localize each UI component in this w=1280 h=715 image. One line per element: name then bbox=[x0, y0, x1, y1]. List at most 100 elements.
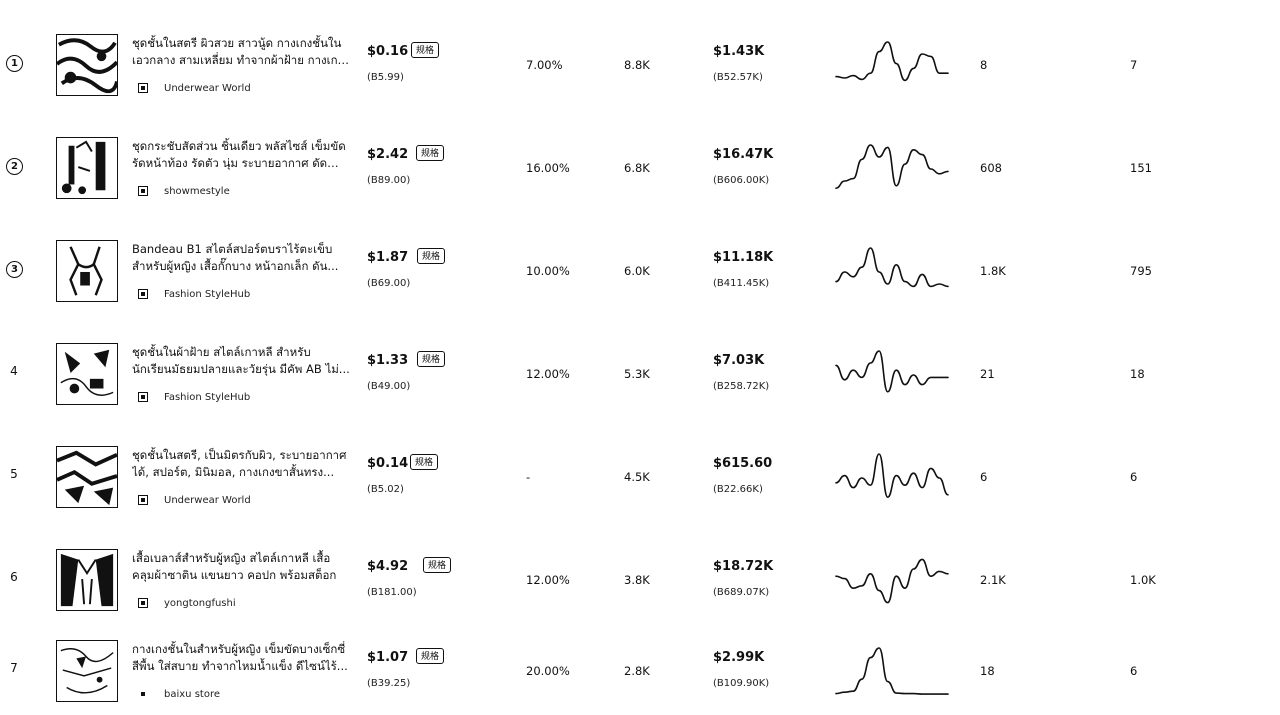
table-row[interactable]: 6 เสื้อเบลาส์สำหรับผู้หญิง สไตล์เกาหลี เ… bbox=[0, 521, 1280, 624]
spec-badge[interactable]: 规格 bbox=[417, 248, 446, 264]
table-row[interactable]: 2 ชุดกระชับสัดส่วน ชิ้นเดียว พลัสไซส์ เข… bbox=[0, 109, 1280, 212]
table-row[interactable]: 7 กางเกงชั้นในสำหรับผู้หญิง เข็มขัดบางเซ… bbox=[0, 612, 1280, 715]
product-title[interactable]: ชุดกระชับสัดส่วน ชิ้นเดียว พลัสไซส์ เข็ม… bbox=[132, 139, 346, 170]
spec-badge[interactable]: 规格 bbox=[416, 648, 445, 664]
shop-name: Fashion StyleHub bbox=[164, 391, 251, 403]
shop-name: baixu store bbox=[164, 688, 220, 700]
shop-info[interactable]: Underwear World bbox=[138, 492, 251, 508]
shop-icon bbox=[138, 689, 148, 699]
metric-b: 7 bbox=[1130, 58, 1138, 72]
product-price-local: (B69.00) bbox=[367, 278, 411, 289]
product-price: $4.92 bbox=[367, 559, 409, 574]
rank-medal-icon: 1 bbox=[6, 55, 23, 72]
revenue: $16.47K bbox=[713, 147, 774, 162]
shop-info[interactable]: yongtongfushi bbox=[138, 595, 236, 611]
product-price: $2.42 bbox=[367, 147, 409, 162]
commission-rate: 12.00% bbox=[526, 367, 570, 381]
sales-count: 6.0K bbox=[624, 264, 650, 278]
revenue: $18.72K bbox=[713, 559, 774, 574]
metric-b: 6 bbox=[1130, 664, 1138, 678]
shop-info[interactable]: Fashion StyleHub bbox=[138, 389, 250, 405]
spec-badge[interactable]: 规格 bbox=[411, 42, 440, 58]
shop-info[interactable]: showmestyle bbox=[138, 183, 230, 199]
revenue-local: (B606.00K) bbox=[713, 175, 770, 186]
product-price-local: (B181.00) bbox=[367, 587, 417, 598]
metric-a: 21 bbox=[980, 367, 995, 381]
metric-a: 8 bbox=[980, 58, 988, 72]
shop-name: yongtongfushi bbox=[164, 597, 236, 609]
sales-trend-sparkline bbox=[835, 137, 949, 199]
spec-badge[interactable]: 规格 bbox=[423, 557, 452, 573]
product-price: $1.33 bbox=[367, 353, 409, 368]
product-thumbnail[interactable] bbox=[56, 137, 118, 199]
commission-rate: 7.00% bbox=[526, 58, 563, 72]
product-title[interactable]: ชุดชั้นในผ้าฝ้าย สไตล์เกาหลี สำหรับ นักเ… bbox=[132, 345, 350, 376]
revenue-local: (B411.45K) bbox=[713, 278, 770, 289]
revenue: $615.60 bbox=[713, 456, 773, 471]
product-price: $0.14 bbox=[367, 456, 409, 471]
revenue: $7.03K bbox=[713, 353, 765, 368]
product-thumbnail[interactable] bbox=[56, 640, 118, 702]
table-row[interactable]: 5 ชุดชั้นในสตรี, เป็นมิตรกับผิว, ระบายอา… bbox=[0, 418, 1280, 521]
trend-line bbox=[835, 453, 949, 498]
sales-count: 3.8K bbox=[624, 573, 650, 587]
shop-info[interactable]: Fashion StyleHub bbox=[138, 286, 250, 302]
product-title[interactable]: กางเกงชั้นในสำหรับผู้หญิง เข็มขัดบางเซ็ก… bbox=[132, 642, 348, 673]
rank-medal-icon: 2 bbox=[6, 158, 23, 175]
product-title[interactable]: เสื้อเบลาส์สำหรับผู้หญิง สไตล์เกาหลี เสื… bbox=[132, 551, 337, 582]
sales-trend-sparkline bbox=[835, 640, 949, 702]
product-title[interactable]: ชุดชั้นในสตรี ผิวสวย สาวนู้ด กางเกงชั้นใ… bbox=[132, 36, 344, 67]
product-price-local: (B5.02) bbox=[367, 484, 404, 495]
product-price-local: (B39.25) bbox=[367, 678, 411, 689]
spec-badge[interactable]: 规格 bbox=[417, 351, 446, 367]
revenue: $2.99K bbox=[713, 650, 765, 665]
sales-count: 5.3K bbox=[624, 367, 650, 381]
rank-number: 4 bbox=[10, 364, 18, 378]
shop-icon bbox=[138, 495, 148, 505]
product-thumbnail[interactable] bbox=[56, 34, 118, 96]
product-price-local: (B5.99) bbox=[367, 72, 404, 83]
product-price-local: (B49.00) bbox=[367, 381, 411, 392]
commission-rate: 20.00% bbox=[526, 664, 570, 678]
shop-info[interactable]: baixu store bbox=[138, 686, 220, 702]
sales-count: 6.8K bbox=[624, 161, 650, 175]
trend-line bbox=[835, 144, 949, 189]
sales-count: 8.8K bbox=[624, 58, 650, 72]
shop-name: Underwear World bbox=[164, 494, 251, 506]
metric-b: 795 bbox=[1130, 264, 1152, 278]
table-row[interactable]: 4 ชุดชั้นในผ้าฝ้าย สไตล์เกาหลี สำหรับ นั… bbox=[0, 315, 1280, 418]
spec-badge[interactable]: 规格 bbox=[410, 454, 439, 470]
shop-info[interactable]: Underwear World bbox=[138, 80, 251, 96]
shop-name: Fashion StyleHub bbox=[164, 288, 251, 300]
rank-number: 5 bbox=[10, 467, 18, 481]
shop-icon bbox=[138, 598, 148, 608]
shop-icon bbox=[138, 392, 148, 402]
product-price: $1.87 bbox=[367, 250, 409, 265]
product-thumbnail[interactable] bbox=[56, 240, 118, 302]
product-thumbnail[interactable] bbox=[56, 549, 118, 611]
trend-line bbox=[835, 41, 949, 82]
metric-b: 6 bbox=[1130, 470, 1138, 484]
metric-a: 608 bbox=[980, 161, 1002, 175]
sales-count: 4.5K bbox=[624, 470, 650, 484]
product-thumbnail[interactable] bbox=[56, 446, 118, 508]
commission-rate: 12.00% bbox=[526, 573, 570, 587]
sales-trend-sparkline bbox=[835, 34, 949, 96]
commission-rate: 10.00% bbox=[526, 264, 570, 278]
revenue-local: (B689.07K) bbox=[713, 587, 770, 598]
trend-line bbox=[835, 647, 949, 695]
product-title[interactable]: ชุดชั้นในสตรี, เป็นมิตรกับผิว, ระบายอากา… bbox=[132, 448, 347, 479]
rank-number: 6 bbox=[10, 570, 18, 584]
product-title[interactable]: Bandeau B1 สไตล์สปอร์ตบราไร้ตะเข็บ สำหรั… bbox=[132, 242, 339, 273]
spec-badge[interactable]: 规格 bbox=[416, 145, 445, 161]
metric-b: 18 bbox=[1130, 367, 1145, 381]
table-row[interactable]: 3 Bandeau B1 สไตล์สปอร์ตบราไร้ตะเข็บ สำห… bbox=[0, 212, 1280, 315]
metric-a: 1.8K bbox=[980, 264, 1006, 278]
product-thumbnail[interactable] bbox=[56, 343, 118, 405]
revenue-local: (B22.66K) bbox=[713, 484, 763, 495]
commission-rate: 16.00% bbox=[526, 161, 570, 175]
table-row[interactable]: 1 ชุดชั้นในสตรี ผิวสวย สาวนู้ด กางเกงชั้… bbox=[0, 6, 1280, 109]
sales-trend-sparkline bbox=[835, 343, 949, 405]
shop-icon bbox=[138, 186, 148, 196]
metric-b: 151 bbox=[1130, 161, 1152, 175]
